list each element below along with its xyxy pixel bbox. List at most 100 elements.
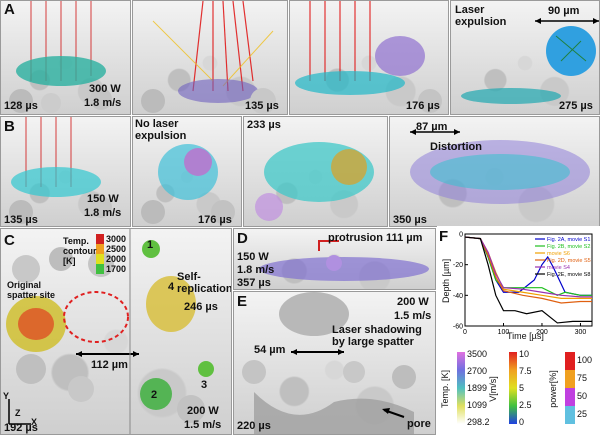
panel-e-scale: 54 µm [254,344,286,356]
legend-label-2: movie S6 [547,251,570,257]
panel-b1: B 150 W 1.8 m/s 135 µs [0,116,131,227]
panel-c-speed: 1.5 m/s [184,419,222,431]
panel-c-colorbar-tick-1: 2500 [106,244,127,254]
velocity-tick-2: 5 [519,383,525,393]
x-tick-label: 100 [498,329,510,336]
panel-b4-time: 350 µs [393,214,427,226]
panel-a3-render [295,1,442,113]
series-line-5 [464,236,592,324]
panel-e-render [242,292,416,434]
panel-a3: 176 µs [289,0,449,115]
temp-tick-4: 298.2 [467,417,490,427]
power-tick-3: 25 [577,409,588,419]
panel-c-particle-3: 3 [201,379,208,391]
panel-c-colorbar [96,234,104,274]
panel-c-axis-z: Z [15,408,21,418]
panel-a4-scale: 90 µm [548,5,580,17]
panel-c-colorbar-title: Temp. contour [K] [63,236,97,266]
panel-a1-render [9,1,112,113]
panel-letter-a: A [4,1,15,18]
panel-c-time-right: 246 µs [184,301,218,313]
panel-e-label: Laser shadowing by large spatter [332,324,422,349]
panel-c-render [6,229,214,434]
legend-label-0: Fig. 2A, movie S1 [547,237,590,243]
series-line-3 [464,236,592,304]
power-title: power[%] [547,370,558,408]
panel-c-particle-4: 4 [168,281,175,293]
panel-d-label: protrusion 111 µm [328,232,423,244]
panel-letter-d: D [237,230,248,247]
velocity-tick-1: 7.5 [519,366,532,376]
chart-ylabel: Depth [µm] [441,258,452,304]
panel-b3: 233 µs [243,116,388,227]
panel-c-particle-2: 2 [151,389,158,401]
panel-e-pore: pore [407,418,431,430]
panel-e-power: 200 W [397,296,429,308]
panel-c-colorbar-tick-3: 1700 [106,264,127,274]
temp-tick-0: 3500 [467,349,488,359]
panel-b1-speed: 1.8 m/s [84,207,122,219]
panel-b3-render [255,142,374,221]
panel-c-self-label: Self-replication [177,271,232,296]
panel-b3-time: 233 µs [247,119,281,131]
legend-label-1: Fig. 2B, movie S2 [547,244,590,250]
panel-b1-time: 135 µs [4,214,38,226]
panel-b2-time: 176 µs [198,214,232,226]
temp-tick-2: 1899 [467,383,488,393]
y-tick-label: -40 [453,293,463,300]
depth-chart: 0 100 200 3000-20-40-60 Fig. 2A, movie S1Fi… [453,232,593,336]
panel-a1: A 300 W 1.8 m/s 128 µs [0,0,131,115]
panel-d-speed: 1.8 m/s [237,264,275,276]
panel-c-colorbar-tick-0: 3000 [106,234,127,244]
panel-d-render [259,240,429,281]
legend-label-3: Fig. 2D, movie S5 [547,258,591,264]
panel-a4-time: 275 µs [559,100,593,112]
panel-a1-time: 128 µs [4,100,38,112]
power-tick-1: 75 [577,373,588,383]
velocity-colorbar [509,352,517,424]
power-tick-0: 100 [577,355,593,365]
panel-d: D protrusion 111 µm 150 W 1.8 m/s 357 µs [233,228,436,290]
panel-b4-note: Distortion [430,141,482,153]
panel-a2-time: 135 µs [245,100,279,112]
panel-c-axis-y: Y [3,391,10,401]
series-line-4 [464,236,592,298]
panel-c-particle-1: 1 [147,239,154,251]
velocity-title: V[m/s] [487,376,498,402]
panel-c-site-label: Original spatter site [7,280,56,300]
temp-title: Temp. [K] [440,369,451,408]
panel-c-power: 200 W [187,405,219,417]
panel-c-colorbar-tick-2: 2000 [106,254,127,264]
velocity-tick-3: 2.5 [519,400,532,410]
panel-b2-note: No laser expulsion [135,118,187,143]
panel-c-axes [8,399,31,425]
panel-b2: No laser expulsion 176 µs [132,116,242,227]
y-tick-label: -60 [453,324,463,331]
velocity-tick-0: 10 [519,349,530,359]
panel-c-time-left: 192 µs [4,422,38,434]
panel-e-speed: 1.5 m/s [394,310,432,322]
legend-bars: 3500 2700 1899 1099 298.2 Temp. [K] 10 7… [437,346,600,435]
temp-tick-1: 2700 [467,366,488,376]
panel-a4: Laser expulsion 90 µm 275 µs [450,0,600,115]
panel-a1-power: 300 W [89,83,121,95]
panel-d-time: 357 µs [237,277,271,289]
panel-b4-scale: 87 µm [416,121,448,133]
panel-a1-speed: 1.8 m/s [84,97,122,109]
panel-letter-e: E [237,293,248,310]
panel-b2-render [141,144,235,224]
chart-frame [464,233,593,327]
panel-e: E 200 W 1.5 m/s Laser shadowing by large… [233,291,436,435]
temp-colorbar [457,352,465,424]
panel-letter-f: F [439,228,449,245]
legend-label-5: Fig. 2E, movie S8 [547,272,590,278]
panel-f: F 0 100 200 300 0 -20 -40 -60 Fig. 2A, movie S1… [437,226,600,344]
panel-d-power: 150 W [237,251,269,263]
panel-a3-time: 176 µs [406,100,440,112]
panel-letter-c: C [4,232,15,249]
y-tick-label: 0 [459,232,463,239]
x-tick-label: 300 [575,329,587,336]
chart-xlabel: Time [µs] [507,331,544,341]
panel-e-time: 220 µs [237,420,271,432]
velocity-tick-4: 0 [519,417,525,427]
